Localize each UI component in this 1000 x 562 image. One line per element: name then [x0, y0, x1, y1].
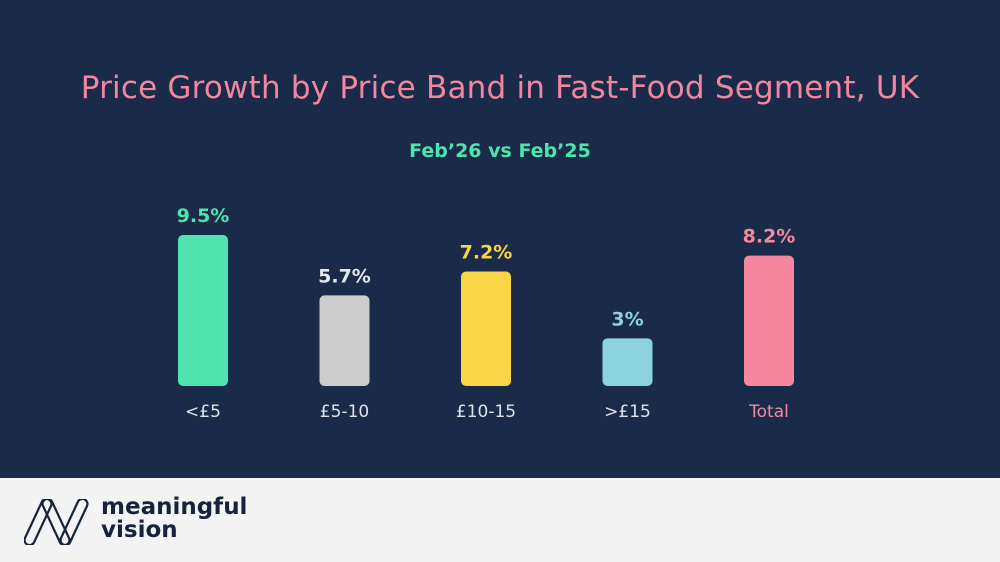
data-label-2: 7.2%: [460, 242, 513, 264]
chart-panel: [0, 0, 1000, 478]
logo-text-line1: meaningful: [101, 494, 248, 520]
bar-4: [744, 255, 794, 386]
data-label-3: 3%: [611, 308, 643, 330]
data-label-0: 9.5%: [177, 205, 230, 227]
chart-title: Price Growth by Price Band in Fast-Food …: [80, 70, 920, 106]
category-label-0: <£5: [185, 402, 221, 422]
bar-0: [178, 235, 228, 386]
bar-1: [319, 295, 370, 386]
footer: [0, 478, 1000, 562]
bar-3: [602, 338, 653, 386]
meaningful-vision-logo-icon: [24, 499, 89, 545]
logo-text-line2: vision: [101, 517, 178, 543]
data-label-4: 8.2%: [743, 226, 796, 248]
data-label-1: 5.7%: [318, 265, 371, 287]
category-label-4: Total: [748, 402, 789, 422]
category-label-1: £5-10: [320, 402, 369, 422]
chart-subtitle: Feb’26 vs Feb’25: [409, 140, 591, 162]
category-label-2: £10-15: [456, 402, 516, 422]
category-label-3: >£15: [604, 402, 651, 422]
bar-chart: 9.5% <£5 5.7% £5-10 7.2% £10-15 3% >£15 8.2% Tota…: [177, 205, 796, 422]
bar-2: [461, 271, 511, 386]
meaningful-vision-logo: meaningful vision: [101, 496, 247, 542]
